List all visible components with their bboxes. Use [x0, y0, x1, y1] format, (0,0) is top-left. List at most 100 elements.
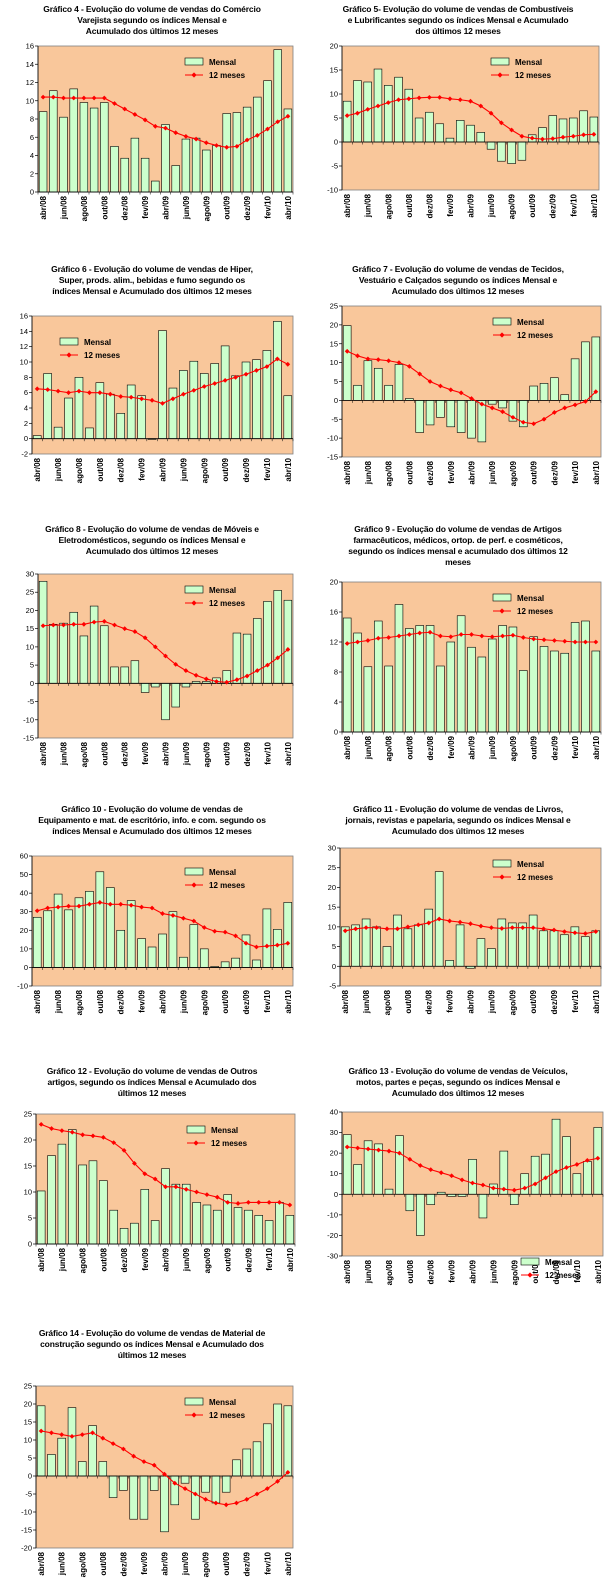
y-tick-label: 8: [334, 668, 338, 677]
chart-title: Gráfico 5- Evolução do volume de vendas …: [312, 4, 604, 37]
bar: [158, 933, 167, 968]
x-tick-label: dez/08: [119, 1551, 128, 1576]
series-point: [142, 635, 148, 641]
x-tick-label: fev/10: [571, 989, 580, 1012]
x-tick-label: ago/08: [75, 989, 84, 1015]
y-tick-label: -15: [23, 734, 34, 743]
bar: [560, 934, 569, 967]
legend-bar-swatch: [492, 593, 512, 602]
bar: [262, 350, 272, 439]
y-tick-label: 5: [334, 114, 338, 123]
chart-title-line: Acumulado dos últimos 12 meses: [391, 286, 525, 296]
bar: [456, 400, 466, 433]
y-tick-label: 20: [24, 1136, 32, 1145]
x-tick-label: jun/09: [182, 195, 191, 220]
chart-panel: Gráfico 11 - Evolução do volume de venda…: [312, 804, 604, 1062]
bar: [342, 325, 352, 401]
legend: Mensal 12 meses: [492, 593, 554, 616]
y-tick-label: 20: [330, 42, 338, 51]
series-point: [107, 391, 113, 397]
chart-title-line: Eletrodomésticos, segundo os índices Men…: [58, 535, 246, 545]
series-point: [55, 388, 61, 394]
y-tick-label: 14: [20, 327, 28, 336]
chart-svg: -30 -20 -10 0 10 20 30 40 abr/08 jun/08 ago/08 out/…: [327, 1108, 604, 1285]
series-point: [264, 364, 270, 369]
y-tick-label: -5: [25, 1490, 32, 1499]
x-tick-label: abr/09: [468, 735, 477, 759]
x-tick-label: fev/10: [265, 1247, 274, 1270]
chart-title-line: Varejista segundo os índices Mensal e: [77, 15, 227, 25]
x-tick-label: ago/09: [508, 989, 517, 1015]
series-point: [40, 94, 46, 100]
x-tick-label: dez/09: [242, 989, 251, 1014]
bar: [426, 1193, 436, 1205]
bar: [384, 665, 393, 733]
series-point: [396, 633, 402, 639]
legend-label-mensal: Mensal: [209, 586, 236, 595]
series-point: [458, 632, 464, 637]
series-point: [112, 622, 117, 628]
x-tick-label: jun/08: [362, 989, 371, 1014]
x-tick-label: fev/09: [138, 989, 147, 1012]
y-tick-label: 10: [330, 90, 338, 99]
bar: [254, 1215, 263, 1245]
x-tick-label: ago/09: [202, 1551, 211, 1577]
y-tick-label: -20: [21, 1544, 32, 1553]
x-tick-label: ago/09: [202, 741, 211, 767]
bar: [517, 141, 527, 161]
legend: Mensal 12 meses: [59, 337, 121, 360]
bar: [498, 625, 507, 733]
legend-label-mensal: Mensal: [517, 860, 544, 869]
x-tick-label: dez/08: [426, 735, 435, 760]
x-tick-label: ago/08: [75, 457, 84, 483]
bar: [528, 914, 538, 967]
bar: [129, 1475, 138, 1520]
y-tick-label: 15: [330, 66, 338, 75]
chart-svg: -5 0 5 10 15 20 25 30 abr/08 jun/08 ago/08 out/08 de…: [328, 844, 602, 1015]
bar: [201, 1475, 210, 1493]
series-point: [363, 925, 369, 931]
chart-title-line: Gráfico 8 - Evolução do volume de vendas…: [45, 524, 259, 534]
series-point: [50, 622, 56, 628]
x-tick-label: fev/09: [448, 1259, 457, 1282]
bar: [106, 887, 115, 968]
x-tick-label: out/09: [530, 735, 539, 759]
bar: [69, 88, 78, 193]
series-point: [118, 901, 124, 907]
bar: [498, 400, 507, 409]
x-tick-label: out/09: [223, 195, 232, 219]
chart-title-line: Super, prods. alim., bebidas e fumo segu…: [58, 275, 246, 285]
x-tick-label: dez/09: [243, 195, 252, 220]
series-point: [551, 638, 557, 643]
series-point: [163, 125, 168, 131]
y-tick-label: 0: [24, 963, 28, 972]
legend-bar-swatch: [184, 867, 204, 876]
y-tick-label: 20: [26, 606, 34, 615]
bar: [551, 1118, 561, 1195]
y-tick-label: 10: [24, 1188, 32, 1197]
series-point: [417, 1163, 423, 1168]
bar: [436, 665, 445, 733]
series-point: [551, 410, 557, 415]
chart-title-line: Acumulado dos últimos 12 meses: [85, 26, 219, 36]
chart-title: Gráfico 11 - Evolução do volume de venda…: [312, 804, 604, 837]
y-tick-label: 20: [330, 1149, 338, 1158]
bar: [487, 948, 496, 967]
bar: [384, 85, 393, 143]
x-tick-label: abr/09: [159, 989, 168, 1013]
y-tick-label: 20: [328, 883, 336, 892]
bar: [403, 928, 413, 967]
series-point: [201, 384, 207, 389]
bar: [43, 373, 52, 439]
bar: [455, 924, 465, 967]
legend-label-mensal: Mensal: [517, 318, 544, 327]
legend-label-12-meses: 12 meses: [209, 1411, 246, 1420]
bar: [519, 670, 528, 733]
y-tick-label: 15: [328, 903, 336, 912]
series-point: [560, 134, 566, 140]
x-tick-label: dez/08: [121, 741, 130, 766]
chart-svg: -10 0 10 20 30 40 50 60 abr/08 jun/08 ago/08 out/08…: [17, 852, 294, 1015]
bar: [244, 1209, 253, 1245]
y-tick-label: -2: [21, 450, 28, 459]
series-point: [344, 113, 350, 118]
